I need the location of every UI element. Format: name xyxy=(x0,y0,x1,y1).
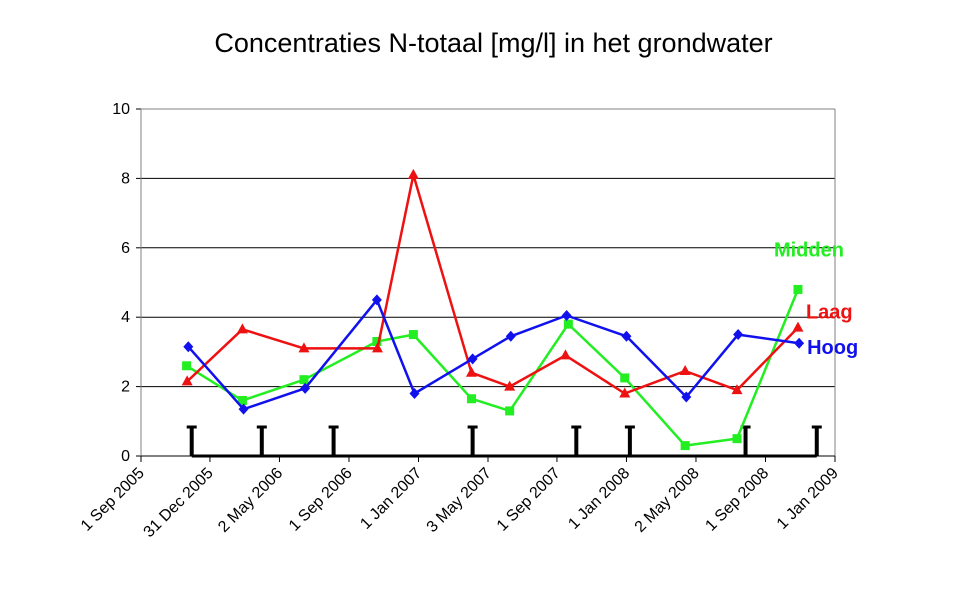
marker-triangle xyxy=(298,342,310,353)
marker-triangle xyxy=(504,380,516,391)
event-bar-stem xyxy=(331,426,336,456)
event-bar xyxy=(571,425,582,456)
marker-square xyxy=(237,395,247,405)
marker-diamond xyxy=(183,341,194,353)
series-line-midden xyxy=(185,288,800,447)
x-tick-label: 1 Sep 2007 xyxy=(494,465,564,535)
marker-square xyxy=(372,336,382,346)
marker-square xyxy=(299,375,309,385)
x-tick-label: 1 Jan 2008 xyxy=(565,465,633,533)
marker-square xyxy=(680,441,690,451)
event-bar xyxy=(740,425,751,456)
series-hoog xyxy=(183,294,805,415)
marker-diamond xyxy=(467,353,478,365)
marker-triangle xyxy=(407,168,419,179)
gridlines xyxy=(141,108,835,388)
marker-triangle xyxy=(559,349,571,360)
marker-diamond xyxy=(300,382,311,394)
y-tick-label: 10 xyxy=(112,101,130,118)
marker-triangle xyxy=(679,364,691,375)
event-bar xyxy=(624,425,635,456)
series-labels: Midden Laag Hoog xyxy=(774,239,858,359)
series-laag xyxy=(181,168,804,398)
marker-square xyxy=(563,319,573,329)
x-tick-label: 1 Jan 2009 xyxy=(774,465,842,533)
marker-triangle xyxy=(731,384,743,395)
event-bar-stem xyxy=(574,426,579,456)
y-tick-label: 8 xyxy=(121,170,130,187)
marker-diamond xyxy=(238,403,249,415)
x-tick-label: 1 Sep 2005 xyxy=(78,465,148,535)
marker-square xyxy=(408,330,418,340)
event-bar xyxy=(256,425,267,456)
event-bar-cap xyxy=(624,425,635,429)
marker-square xyxy=(793,284,803,294)
event-bar-stem xyxy=(814,426,819,456)
series-label-hoog: Hoog xyxy=(807,337,858,359)
event-bar-cap xyxy=(467,425,478,429)
marker-diamond xyxy=(561,309,572,321)
marker-diamond xyxy=(681,391,692,403)
event-bar xyxy=(328,425,339,456)
x-tick-label: 3 May 2007 xyxy=(424,465,495,536)
event-bar-stem xyxy=(259,426,264,456)
series-midden xyxy=(182,284,803,451)
marker-triangle xyxy=(792,321,804,332)
event-bars xyxy=(186,425,822,458)
x-tick-label: 31 Dec 2005 xyxy=(141,465,217,541)
marker-diamond xyxy=(505,330,516,342)
marker-diamond xyxy=(371,294,382,306)
event-bar-stem xyxy=(743,426,748,456)
x-tick-label: 1 Sep 2008 xyxy=(702,465,772,535)
series-label-midden: Midden xyxy=(774,239,844,261)
marker-square xyxy=(505,406,515,416)
marker-triangle xyxy=(181,375,193,386)
event-bar-cap xyxy=(256,425,267,429)
series-line-hoog xyxy=(187,298,800,411)
x-tick-label: 1 Sep 2006 xyxy=(286,465,356,535)
marker-triangle xyxy=(619,387,631,398)
event-bar-cap xyxy=(328,425,339,429)
event-bar-stem xyxy=(470,426,475,456)
marker-triangle xyxy=(371,342,383,353)
y-tick-label: 0 xyxy=(121,448,130,465)
marker-square xyxy=(182,361,192,371)
y-tick-label: 6 xyxy=(121,240,130,257)
event-bar-cap xyxy=(186,425,197,429)
y-tick-label: 2 xyxy=(121,379,130,396)
event-bar-cap xyxy=(571,425,582,429)
marker-square xyxy=(620,373,630,383)
marker-square xyxy=(466,394,476,404)
marker-diamond xyxy=(409,388,420,400)
series-label-laag: Laag xyxy=(806,302,853,324)
event-bar-cap xyxy=(740,425,751,429)
series-line-laag xyxy=(186,173,799,395)
marker-triangle xyxy=(236,323,248,334)
event-bar-cap xyxy=(811,425,822,429)
marker-diamond xyxy=(621,330,632,342)
marker-square xyxy=(732,434,742,444)
event-bar xyxy=(186,425,197,456)
event-bar-stem xyxy=(627,426,632,456)
marker-triangle xyxy=(465,366,477,377)
marker-diamond xyxy=(794,337,805,349)
marker-diamond xyxy=(733,329,744,341)
series-lines xyxy=(181,168,805,451)
y-tick-label: 4 xyxy=(121,309,130,326)
x-tick-label: 1 Jan 2007 xyxy=(357,465,425,533)
event-bar-stem xyxy=(189,426,194,456)
chart-title: Concentraties N-totaal [mg/l] in het gro… xyxy=(214,28,773,58)
x-tick-label: 2 May 2008 xyxy=(632,465,703,536)
event-bar xyxy=(811,425,822,456)
event-bar xyxy=(467,425,478,456)
x-tick-label: 2 May 2006 xyxy=(215,465,286,536)
